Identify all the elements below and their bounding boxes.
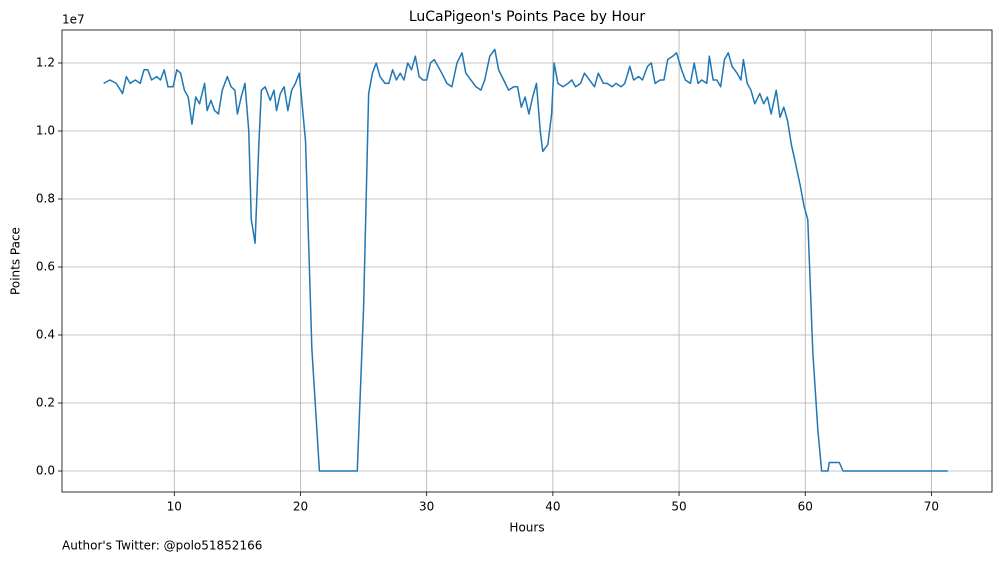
- x-tick-label: 70: [924, 500, 939, 514]
- plot-frame: [61, 29, 993, 493]
- x-axis-label: Hours: [509, 521, 544, 535]
- chart-title: LuCaPigeon's Points Pace by Hour: [409, 9, 646, 25]
- x-tick-label: 40: [545, 500, 560, 514]
- y-tick-label: 0.6: [36, 259, 55, 273]
- y-axis-label: Points Pace: [9, 227, 23, 295]
- y-offset-label: 1e7: [62, 13, 85, 27]
- footer: Author's Twitter: @polo51852166: [62, 539, 262, 553]
- x-tick-label: 10: [167, 500, 182, 514]
- y-tick-label: 0.8: [36, 191, 55, 205]
- y-tick-label: 0.2: [36, 395, 55, 409]
- x-tick-label: 30: [419, 500, 434, 514]
- y-tick-label: 1.2: [36, 55, 55, 69]
- x-tick-label: 50: [671, 500, 686, 514]
- y-tick-label: 1.0: [36, 123, 55, 137]
- x-tick-label: 60: [798, 500, 813, 514]
- y-tick-label: 0.4: [36, 327, 55, 341]
- data-line: [103, 48, 948, 472]
- y-tick-label: 0.0: [36, 463, 55, 477]
- x-tick-label: 20: [293, 500, 308, 514]
